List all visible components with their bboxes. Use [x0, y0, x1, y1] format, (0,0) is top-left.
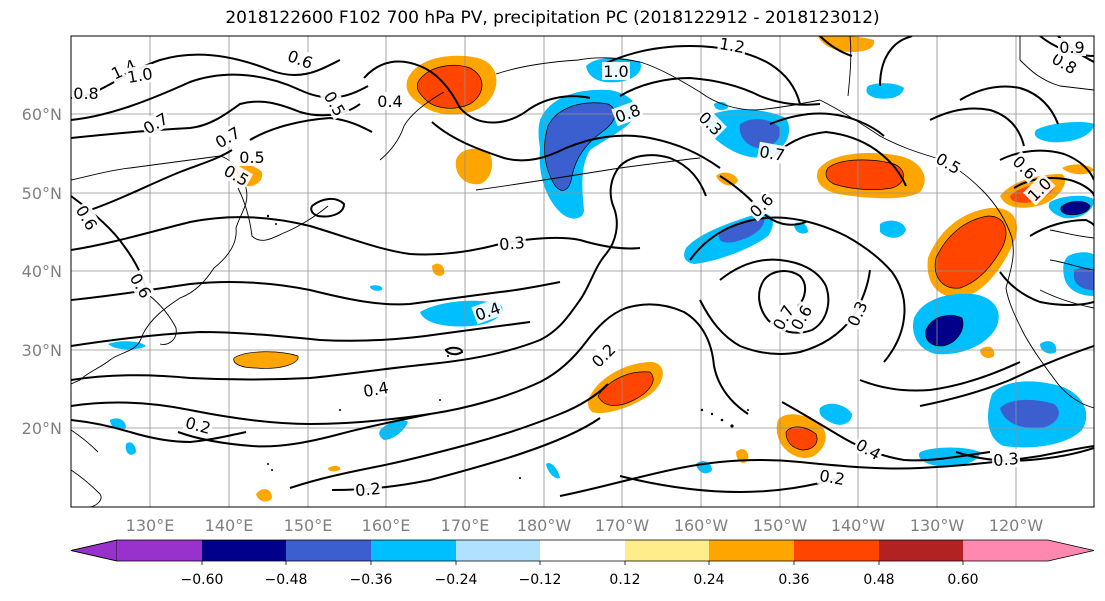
svg-text:0.8: 0.8 [73, 84, 98, 103]
lon-label: 180°W [517, 516, 572, 535]
contour-label: 0.4 [471, 297, 504, 325]
contour-label: 1.2 [716, 34, 748, 57]
map-title: 2018122600 F102 700 hPa PV, precipitatio… [225, 8, 880, 28]
lon-label: 140°W [831, 516, 886, 535]
contour-label: 0.3 [497, 232, 527, 254]
colorbar-tick-label: 0.24 [693, 572, 724, 588]
colorbar-segment [371, 540, 456, 561]
colorbar-tick-label: −0.24 [435, 572, 478, 588]
lat-label: 20°N [22, 419, 62, 438]
contour-label: 1.0 [124, 63, 156, 87]
contour-label: 0.4 [360, 377, 392, 401]
lon-label: 150°E [284, 516, 333, 535]
colorbar-tick-label: −0.60 [181, 572, 224, 588]
colorbar-segment [879, 540, 963, 561]
colorbar-segment [794, 540, 879, 561]
contour-labels: 1.41.00.80.60.70.5 0.40.50.70.50.60.61.01… [72, 34, 1086, 500]
lon-label: 120°W [989, 516, 1044, 535]
svg-text:0.4: 0.4 [377, 92, 402, 111]
colorbar-segment [117, 540, 202, 561]
map-plot-area: 1.41.00.80.60.70.5 0.40.50.70.50.60.61.01… [71, 34, 1094, 507]
contour-label: 0.5 [238, 148, 266, 167]
lat-label: 30°N [22, 341, 62, 360]
contour-label: 0.8 [72, 84, 100, 103]
colorbar-tick-label: −0.36 [350, 572, 393, 588]
colorbar-segment [286, 540, 371, 561]
lon-label: 160°W [674, 516, 729, 535]
contour-label: 0.7 [756, 141, 788, 165]
contour-label: 0.5 [320, 86, 350, 121]
lon-label: 170°W [595, 516, 650, 535]
svg-text:1.0: 1.0 [126, 64, 154, 87]
contour-label: 0.2 [816, 465, 848, 489]
lat-label: 60°N [22, 105, 62, 124]
colorbar-segment [709, 540, 794, 561]
islands [266, 214, 749, 479]
colorbar-tick-label: 0.12 [609, 572, 640, 588]
map-frame [70, 35, 1095, 508]
colorbar-segment [540, 540, 625, 561]
latitude-labels: 60°N 50°N 40°N 30°N 20°N [22, 105, 62, 438]
contour-label: 0.3 [991, 448, 1021, 470]
lon-label: 160°E [362, 516, 411, 535]
contour-label: 0.9 [1058, 38, 1086, 57]
colorbar-tick-label: 0.36 [778, 572, 809, 588]
svg-text:0.3: 0.3 [992, 449, 1019, 470]
svg-text:0.9: 0.9 [1059, 38, 1084, 57]
colorbar-outline [70, 539, 1095, 562]
colorbar-tick-label: −0.12 [519, 572, 562, 588]
svg-text:0.3: 0.3 [498, 233, 525, 254]
colorbar-tick-label: −0.48 [265, 572, 308, 588]
coastlines [71, 36, 1094, 507]
colorbar-tick-label: 0.48 [863, 572, 894, 588]
colorbar-segment [625, 540, 709, 561]
contour-label: 0.2 [353, 478, 383, 500]
svg-text:0.5: 0.5 [239, 148, 264, 167]
svg-text:0.7: 0.7 [758, 142, 786, 165]
colorbar: −0.60 −0.48 −0.36 −0.24 −0.12 0.12 0.24 0.36 0.4… [70, 539, 1095, 588]
svg-text:1.0: 1.0 [603, 62, 628, 81]
contour-label: 1.0 [602, 62, 630, 81]
colorbar-tick-label: 0.60 [947, 572, 978, 588]
lon-label: 130°E [126, 516, 175, 535]
graticule [71, 36, 1094, 507]
svg-text:0.4: 0.4 [362, 378, 390, 401]
colorbar-segment [963, 540, 1094, 561]
longitude-labels: 130°E 140°E 150°E 160°E 170°E 180°W 170°W 160°W… [126, 516, 1044, 535]
contour-label: 0.4 [376, 92, 404, 111]
lat-label: 50°N [22, 184, 62, 203]
lon-label: 140°E [205, 516, 254, 535]
colorbar-segment [456, 540, 540, 561]
svg-text:0.2: 0.2 [354, 479, 381, 500]
colorbar-extend-low [70, 539, 118, 562]
lat-label: 40°N [22, 262, 62, 281]
lon-label: 150°W [753, 516, 808, 535]
svg-text:0.2: 0.2 [818, 466, 846, 489]
colorbar-segment [202, 540, 286, 561]
shading-outlines [233, 65, 1091, 451]
lon-label: 130°W [910, 516, 965, 535]
lon-label: 170°E [441, 516, 490, 535]
svg-text:1.2: 1.2 [718, 34, 746, 57]
